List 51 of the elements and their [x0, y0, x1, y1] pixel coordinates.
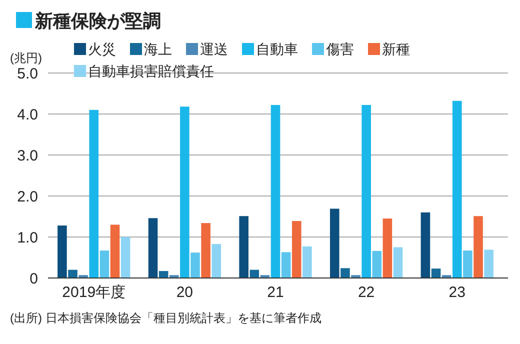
legend-label: 傷害 [325, 41, 354, 57]
y-tick-label: 3.0 [17, 147, 38, 164]
x-tick-label: 21 [267, 284, 284, 301]
x-tick-label: 2019年度 [62, 284, 126, 301]
bar [120, 237, 130, 278]
y-tick-label: 5.0 [17, 65, 38, 82]
bar [340, 268, 350, 278]
bar [212, 244, 222, 278]
bar [180, 106, 190, 278]
text: (出所) 日本損害保険協会「種目別統計表」を基に筆者作成 [10, 311, 322, 325]
bar [100, 250, 110, 278]
bar [420, 212, 430, 278]
bar [372, 250, 382, 278]
bar [148, 218, 158, 278]
x-tick-label: 20 [176, 284, 194, 301]
bar [474, 216, 483, 278]
bar [270, 104, 280, 278]
bar [452, 100, 462, 278]
bar [281, 252, 291, 278]
bar [190, 252, 200, 278]
bar [68, 270, 78, 278]
x-tick-label: 23 [448, 284, 466, 301]
bar [362, 104, 371, 278]
legend-label: 自動車 [256, 41, 298, 57]
bar [58, 226, 67, 278]
chart-title: 新種保険が堅調 [34, 11, 161, 31]
y-tick-label: 0 [30, 270, 38, 288]
bar [110, 224, 120, 278]
bar [330, 208, 340, 278]
y-tick-label: 1.0 [17, 229, 38, 246]
bar [393, 247, 403, 278]
bar [484, 250, 494, 278]
legend-label: 新種 [382, 41, 410, 57]
bar [201, 223, 210, 278]
y-tick-label: 2.0 [17, 188, 38, 206]
y-tick-label: 4.0 [17, 106, 38, 124]
legend-label: 海上 [144, 41, 172, 57]
bar [382, 218, 392, 278]
bar [239, 216, 248, 278]
y-axis-title: (兆円) [10, 51, 42, 65]
bar [250, 270, 260, 278]
bar [463, 250, 472, 278]
bar [302, 246, 312, 278]
legend-label: 火災 [88, 41, 116, 57]
bar [431, 268, 441, 278]
legend-label: 運送 [200, 41, 228, 57]
bar [89, 110, 99, 278]
x-tick-label: 22 [358, 284, 375, 301]
bar [292, 221, 302, 278]
legend-label: 自動車損害賠償責任 [88, 63, 214, 79]
bar [158, 271, 168, 278]
